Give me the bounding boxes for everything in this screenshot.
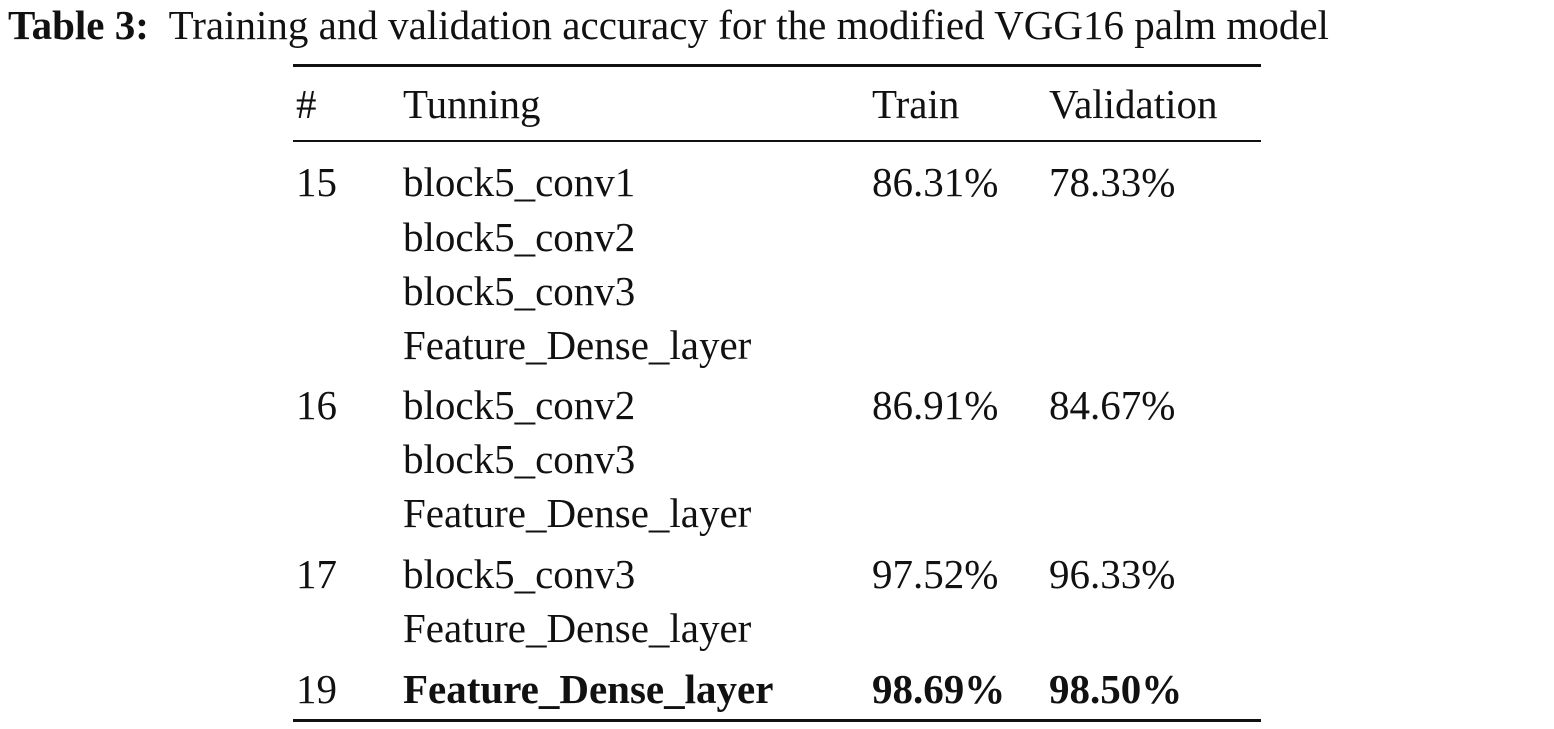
caption-label: Table 3: (8, 2, 149, 48)
row-16-tuning-2: block5_conv3 (403, 436, 636, 482)
row-17-num: 17 (296, 551, 337, 597)
row-15-tuning-4: Feature_Dense_layer (403, 322, 752, 368)
row-17-tuning-2: Feature_Dense_layer (403, 605, 752, 651)
table-caption: Table 3: Training and validation accurac… (8, 2, 1554, 48)
row-17-train: 97.52% (872, 551, 999, 597)
row-19-tuning-1: Feature_Dense_layer (403, 666, 774, 712)
row-16-train: 86.91% (872, 382, 999, 428)
row-15-tuning-3: block5_conv3 (403, 268, 636, 314)
row-17-validation: 96.33% (1049, 551, 1176, 597)
header-validation: Validation (1049, 81, 1218, 127)
row-15-num: 15 (296, 159, 337, 205)
row-15-validation: 78.33% (1049, 159, 1176, 205)
caption-text: Training and validation accuracy for the… (168, 2, 1329, 48)
table-bottom-rule (293, 719, 1261, 722)
row-17-tuning-1: block5_conv3 (403, 551, 636, 597)
table-top-rule (293, 64, 1261, 67)
row-19-num: 19 (296, 666, 337, 712)
header-tuning: Tunning (403, 81, 541, 127)
row-16-validation: 84.67% (1049, 382, 1176, 428)
row-16-tuning-3: Feature_Dense_layer (403, 490, 752, 536)
row-19-train: 98.69% (872, 666, 1006, 712)
row-15-tuning-2: block5_conv2 (403, 214, 636, 260)
row-16-num: 16 (296, 382, 337, 428)
row-15-tuning-1: block5_conv1 (403, 159, 636, 205)
header-train: Train (872, 81, 960, 127)
row-16-tuning-1: block5_conv2 (403, 382, 636, 428)
header-num: # (296, 81, 317, 127)
row-15-train: 86.31% (872, 159, 999, 205)
row-19-validation: 98.50% (1049, 666, 1183, 712)
table-header-rule (293, 140, 1261, 142)
